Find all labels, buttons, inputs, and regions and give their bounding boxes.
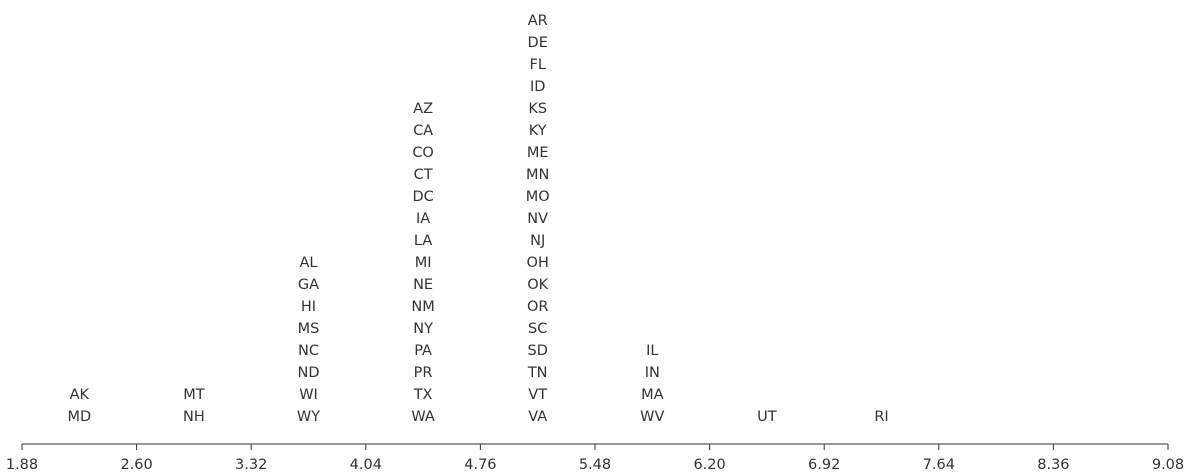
state-label: MN <box>526 167 549 183</box>
x-tick-label: 7.64 <box>923 457 955 473</box>
state-label: SD <box>528 343 548 359</box>
state-label: WV <box>640 409 664 425</box>
state-label: CT <box>414 167 433 183</box>
state-label: ND <box>297 365 319 381</box>
state-label: MA <box>641 387 664 403</box>
state-label: PR <box>414 365 433 381</box>
state-label: WI <box>299 387 318 403</box>
state-label: KY <box>529 123 547 139</box>
state-label: GA <box>298 277 319 293</box>
state-label: FL <box>529 57 545 73</box>
state-label: MD <box>67 409 91 425</box>
state-label: CA <box>413 123 433 139</box>
state-label: OR <box>527 299 549 315</box>
state-label: IA <box>416 211 430 227</box>
state-label: NM <box>411 299 434 315</box>
x-tick-label: 3.32 <box>235 457 267 473</box>
label-stacks: AK MD MT NH AL GA HI MS NC ND WI WY AZ CA CO CT DC IA LA MI… <box>67 13 888 425</box>
state-label: KS <box>528 101 547 117</box>
state-label: TN <box>527 365 548 381</box>
state-label: CO <box>412 145 434 161</box>
x-tick-label: 8.36 <box>1037 457 1069 473</box>
x-tick-label: 6.92 <box>808 457 840 473</box>
state-label: ME <box>527 145 549 161</box>
state-label: TX <box>413 387 433 403</box>
state-label: MT <box>183 387 205 403</box>
x-tick-label: 6.20 <box>693 457 725 473</box>
x-tick-label: 9.08 <box>1152 457 1184 473</box>
state-label: SC <box>528 321 547 337</box>
state-label: WA <box>411 409 435 425</box>
state-label: RI <box>874 409 888 425</box>
state-label: NE <box>413 277 433 293</box>
state-label: ID <box>530 79 545 95</box>
x-tick-label: 2.60 <box>120 457 152 473</box>
state-label: AL <box>300 255 318 271</box>
state-label: HI <box>301 299 316 315</box>
state-label: AZ <box>413 101 433 117</box>
x-tick-label: 4.76 <box>464 457 496 473</box>
state-label: NY <box>413 321 433 337</box>
state-label: OK <box>527 277 548 293</box>
state-label: UT <box>757 409 777 425</box>
state-label: DC <box>412 189 433 205</box>
state-label: PA <box>414 343 432 359</box>
state-label: VA <box>528 409 547 425</box>
state-label: IN <box>645 365 660 381</box>
state-label: AK <box>70 387 90 403</box>
state-label: NC <box>298 343 319 359</box>
state-label: DE <box>528 35 548 51</box>
x-tick-label: 1.88 <box>6 457 38 473</box>
state-label: MI <box>415 255 432 271</box>
x-tick-label: 5.48 <box>579 457 611 473</box>
state-label: IL <box>646 343 658 359</box>
state-label: NJ <box>530 233 545 249</box>
state-label: MO <box>526 189 550 205</box>
state-label: VT <box>528 387 547 403</box>
state-label: AR <box>528 13 548 29</box>
x-axis: 1.88 2.60 3.32 4.04 4.76 5.48 6.20 6.92 7.64 8.36… <box>6 443 1184 473</box>
state-label: WY <box>297 409 320 425</box>
state-label: MS <box>298 321 320 337</box>
state-label: NV <box>527 211 548 227</box>
state-label: NH <box>183 409 205 425</box>
state-label: LA <box>414 233 432 249</box>
x-tick-label: 4.04 <box>350 457 382 473</box>
state-label: OH <box>527 255 549 271</box>
